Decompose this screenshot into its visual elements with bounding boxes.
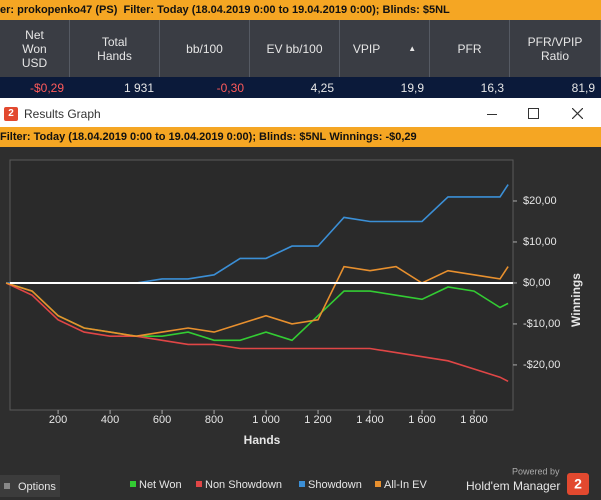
- separator: [0, 98, 601, 101]
- legend-label: All-In EV: [384, 479, 427, 491]
- winnings: Winnings: -$0,29: [329, 131, 417, 143]
- player: er: prokopenko47 (PS): [0, 4, 118, 16]
- brand-logo-text: 2: [574, 476, 582, 492]
- legend-swatch: [196, 481, 202, 487]
- table-row: -$0,29 1 931 -0,30 4,25 19,9 16,3 81,9: [0, 77, 601, 98]
- table-cell: 1 931: [123, 80, 154, 95]
- x-tick-label: 200: [49, 414, 67, 426]
- table-cell: -0,30: [216, 80, 244, 95]
- x-tick-label: 1 600: [408, 414, 436, 426]
- maximize-button[interactable]: [528, 108, 539, 119]
- legend-label: Showdown: [308, 479, 362, 491]
- legend-swatch: [130, 481, 136, 487]
- results-graph: Hands Winnings Options Powered by Hold'e…: [0, 159, 589, 497]
- legend-label: Non Showdown: [205, 479, 282, 491]
- column-header[interactable]: PFR: [430, 20, 510, 77]
- series-line: [5, 265, 509, 338]
- close-button[interactable]: [572, 108, 583, 119]
- column-header[interactable]: EV bb/100: [250, 20, 340, 77]
- y-tick-label: $10,00: [523, 236, 557, 248]
- options-button[interactable]: [0, 475, 60, 497]
- options-label: Options: [18, 481, 56, 493]
- legend-swatch: [299, 481, 305, 487]
- x-tick-label: 1 400: [356, 414, 384, 426]
- column-header[interactable]: bb/100: [160, 20, 250, 77]
- table-cell: 81,9: [571, 80, 595, 95]
- y-axis-label: Winnings: [569, 273, 583, 327]
- minimize-button[interactable]: [487, 114, 497, 115]
- brand-logo: [567, 473, 589, 495]
- top-filter-bar: er: prokopenko47 (PS) Filter: Today (18.…: [0, 0, 601, 20]
- table-cell: 16,3: [480, 80, 504, 95]
- brand: Hold'em Manager: [466, 479, 560, 493]
- x-tick-label: 600: [153, 414, 171, 426]
- x-axis-label: Hands: [244, 433, 281, 447]
- window-title: Results Graph: [24, 107, 101, 121]
- graph-filter-bar: Filter: Today (18.04.2019 0:00 to 19.04.…: [0, 127, 601, 147]
- filter: Filter: Today (18.04.2019 0:00 to 19.04.…: [0, 131, 327, 143]
- legend-label: Net Won: [139, 479, 182, 491]
- powered-by: Powered by: [512, 466, 560, 476]
- plot-area: [9, 159, 514, 411]
- column-header[interactable]: VPIP ▲: [340, 20, 430, 77]
- x-tick-label: 1 000: [252, 414, 280, 426]
- x-tick-label: 1 800: [460, 414, 488, 426]
- table-cell: 4,25: [310, 80, 334, 95]
- y-tick-label: $20,00: [523, 195, 557, 207]
- filter: Filter: Today (18.04.2019 0:00 to 19.04.…: [123, 4, 450, 16]
- sort-arrow: ▲: [408, 44, 417, 53]
- y-tick-label: $0,00: [523, 277, 551, 289]
- y-tick-label: -$20,00: [523, 359, 560, 371]
- table-header: Net Won USD Total Hands bb/100 EV bb/100 VPI…: [0, 20, 601, 77]
- window-title-bar: 2 Results Graph: [0, 101, 601, 127]
- legend-swatch: [375, 481, 381, 487]
- column-header[interactable]: Total Hands: [70, 20, 160, 77]
- x-tick-label: 800: [205, 414, 223, 426]
- x-tick-label: 1 200: [304, 414, 332, 426]
- series-line: [5, 282, 509, 383]
- x-tick-label: 400: [101, 414, 119, 426]
- table-cell: 19,9: [400, 80, 424, 95]
- app-icon: 2: [4, 107, 18, 121]
- column-header[interactable]: Net Won USD: [0, 20, 70, 77]
- options-icon: [4, 483, 10, 489]
- y-tick-label: -$10,00: [523, 318, 560, 330]
- column-header[interactable]: PFR/VPIP Ratio: [510, 20, 601, 77]
- table-cell: -$0,29: [29, 80, 64, 95]
